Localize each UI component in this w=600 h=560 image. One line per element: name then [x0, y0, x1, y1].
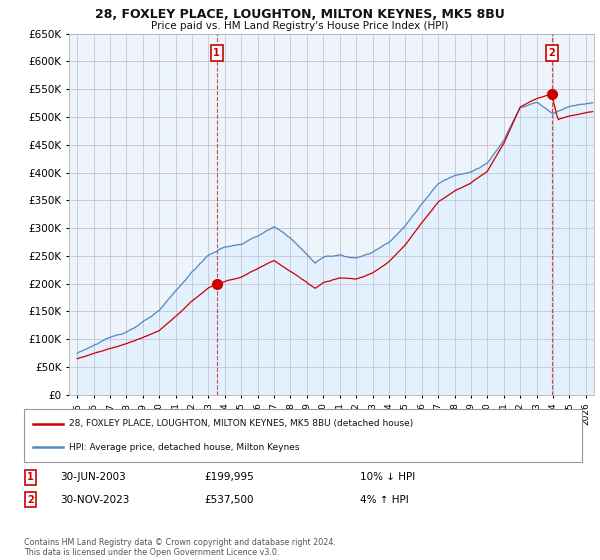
- Text: 2: 2: [548, 48, 555, 58]
- Text: 4% ↑ HPI: 4% ↑ HPI: [360, 494, 409, 505]
- Text: 1: 1: [27, 472, 34, 482]
- Text: 28, FOXLEY PLACE, LOUGHTON, MILTON KEYNES, MK5 8BU: 28, FOXLEY PLACE, LOUGHTON, MILTON KEYNE…: [95, 8, 505, 21]
- Text: HPI: Average price, detached house, Milton Keynes: HPI: Average price, detached house, Milt…: [69, 442, 299, 451]
- Text: Price paid vs. HM Land Registry's House Price Index (HPI): Price paid vs. HM Land Registry's House …: [151, 21, 449, 31]
- Text: 30-JUN-2003: 30-JUN-2003: [60, 472, 126, 482]
- Text: £537,500: £537,500: [204, 494, 254, 505]
- Text: £199,995: £199,995: [204, 472, 254, 482]
- Text: 28, FOXLEY PLACE, LOUGHTON, MILTON KEYNES, MK5 8BU (detached house): 28, FOXLEY PLACE, LOUGHTON, MILTON KEYNE…: [69, 419, 413, 428]
- Text: 30-NOV-2023: 30-NOV-2023: [60, 494, 130, 505]
- Text: 2: 2: [27, 494, 34, 505]
- Text: 1: 1: [213, 48, 220, 58]
- Text: 10% ↓ HPI: 10% ↓ HPI: [360, 472, 415, 482]
- Text: Contains HM Land Registry data © Crown copyright and database right 2024.
This d: Contains HM Land Registry data © Crown c…: [24, 538, 336, 557]
